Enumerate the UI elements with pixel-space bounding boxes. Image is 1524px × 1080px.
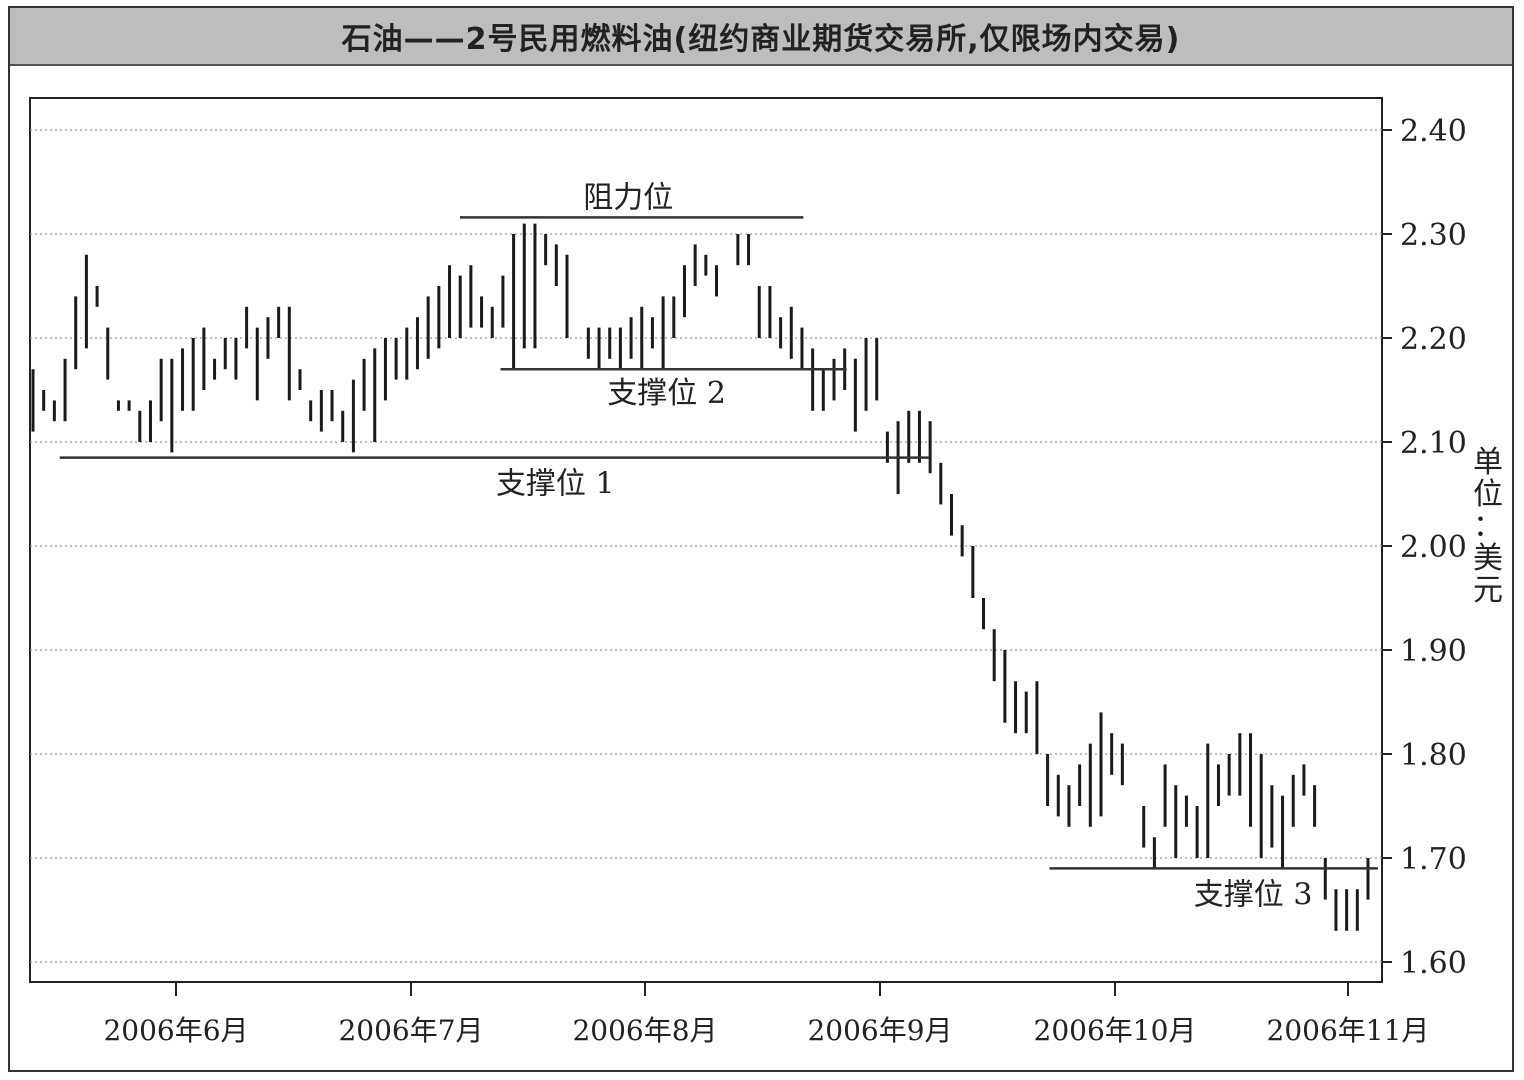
x-tick-label: 2006年10月: [1034, 1014, 1197, 1047]
title-bar: 石油——2号民用燃料油(纽约商业期货交易所,仅限场内交易): [10, 8, 1512, 66]
y-unit-label-char: 单: [1473, 445, 1503, 480]
y-tick-label: 2.10: [1400, 426, 1467, 461]
y-tick-label: 1.60: [1400, 946, 1467, 981]
plot-area: [29, 97, 1383, 983]
y-unit-label-char: 美: [1473, 541, 1503, 576]
y-unit-label-char: ：: [1473, 509, 1503, 544]
price-bars: [31, 223, 1370, 931]
axes: 2.40 2.30 2.20 2.10 2.00 1.90 1.80 1.70 1.60 2006…: [103, 114, 1466, 1047]
y-tick-label: 2.40: [1400, 114, 1467, 149]
y-tick-label: 2.30: [1400, 218, 1467, 253]
level-label: 支撑位 3: [1194, 877, 1313, 912]
y-tick-label: 1.70: [1400, 842, 1467, 877]
chart-title: 石油——2号民用燃料油(纽约商业期货交易所,仅限场内交易): [341, 22, 1181, 57]
level-label: 支撑位 2: [607, 376, 726, 411]
x-tick-label: 2006年6月: [103, 1014, 248, 1047]
y-tick-label: 2.00: [1400, 530, 1467, 565]
y-tick-label: 1.80: [1400, 738, 1467, 773]
y-tick-label: 2.20: [1400, 322, 1467, 357]
level-label: 支撑位 1: [496, 467, 615, 502]
x-tick-label: 2006年9月: [807, 1014, 952, 1047]
figure-frame: 石油——2号民用燃料油(纽约商业期货交易所,仅限场内交易): [8, 6, 1514, 1072]
y-tick-label: 1.90: [1400, 634, 1467, 669]
grid-lines: [30, 129, 1382, 963]
x-tick-label: 2006年11月: [1267, 1014, 1430, 1047]
y-unit-label-char: 位: [1473, 477, 1503, 512]
y-unit-label: 单位：美元: [1473, 445, 1503, 608]
x-tick-label: 2006年7月: [338, 1014, 483, 1047]
y-unit-label-char: 元: [1473, 573, 1503, 608]
x-tick-label: 2006年8月: [572, 1014, 717, 1047]
level-label: 阻力位: [583, 180, 673, 215]
